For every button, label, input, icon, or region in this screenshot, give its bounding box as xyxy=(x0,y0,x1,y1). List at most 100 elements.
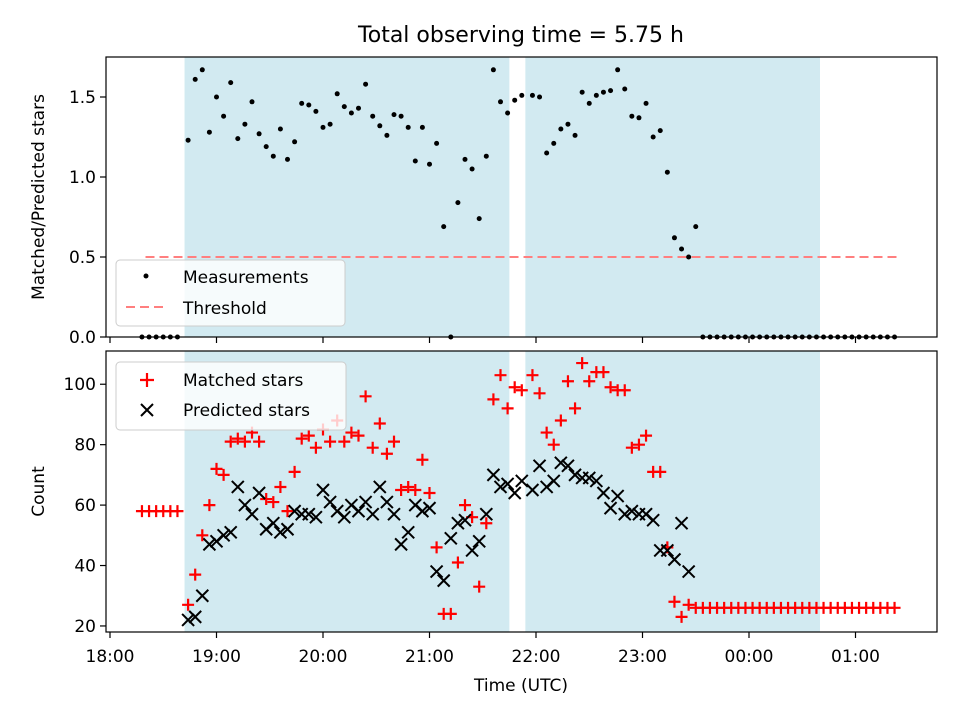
measurement-point xyxy=(249,99,255,105)
measurement-point xyxy=(657,128,663,134)
legend-measurements-marker xyxy=(143,273,149,279)
predicted-star-point xyxy=(547,474,561,488)
predicted-star-point xyxy=(365,507,380,521)
y-tick-label: 60 xyxy=(74,496,96,516)
matched-star-point xyxy=(508,381,521,394)
measurement-point xyxy=(370,113,376,119)
y-tick-label: 100 xyxy=(64,375,96,395)
measurement-point xyxy=(593,92,599,98)
predicted-star-point xyxy=(674,516,689,530)
measurement-point xyxy=(235,136,241,142)
matched-star-point xyxy=(487,393,500,406)
matched-star-point xyxy=(260,493,273,506)
matched-star-point xyxy=(409,483,422,496)
measurement-points xyxy=(139,67,898,340)
matched-star-point xyxy=(430,541,443,554)
y-tick-label: 1.0 xyxy=(69,168,96,188)
predicted-star-point xyxy=(216,528,231,543)
matched-star-point xyxy=(625,441,638,454)
predicted-star-point xyxy=(252,486,266,500)
measurement-point xyxy=(455,200,461,206)
predicted-star-point xyxy=(273,525,288,539)
measurement-point xyxy=(469,166,475,172)
predicted-star-point xyxy=(351,504,366,518)
measurement-point xyxy=(498,99,503,105)
predicted-star-point xyxy=(422,501,437,515)
ratio-x-ticks xyxy=(109,337,857,343)
measurement-point xyxy=(462,156,468,162)
predicted-star-point xyxy=(493,480,508,494)
matched-star-point xyxy=(388,435,400,448)
legend-matched-marker xyxy=(140,373,154,387)
predicted-star-point xyxy=(280,522,295,536)
predicted-star-point xyxy=(181,613,195,627)
matched-star-point xyxy=(547,438,560,451)
matched-star-point xyxy=(583,375,596,388)
predicted-star-point xyxy=(429,564,444,579)
matched-star-point xyxy=(171,505,184,518)
matched-star-point xyxy=(238,435,251,448)
ratio-plot-area xyxy=(105,56,938,338)
predicted-star-point xyxy=(394,537,408,552)
predicted-star-point xyxy=(202,537,217,552)
matched-star-point xyxy=(682,598,695,611)
matched-star-point xyxy=(309,441,322,454)
matched-star-point xyxy=(295,432,308,445)
predicted-star-point xyxy=(465,543,479,558)
measurement-point xyxy=(270,153,276,159)
measurement-point xyxy=(505,110,511,116)
predicted-star-point xyxy=(596,486,611,500)
matched-star-point xyxy=(281,505,294,518)
predicted-star-point xyxy=(618,507,632,521)
ratio-legend: Measurements Threshold xyxy=(115,259,346,327)
matched-star-point xyxy=(359,390,372,403)
y-tick-label: 20 xyxy=(74,617,96,637)
predicted-star-point xyxy=(373,480,387,494)
predicted-star-point xyxy=(486,468,501,482)
measurement-point xyxy=(405,124,411,130)
measurement-point xyxy=(292,139,298,145)
matched-star-point xyxy=(561,375,574,388)
measurement-point xyxy=(643,100,649,106)
matched-star-point xyxy=(203,499,216,512)
predicted-star-point xyxy=(561,459,575,473)
matched-star-point xyxy=(501,402,514,415)
predicted-star-point xyxy=(667,552,682,567)
predicted-star-point xyxy=(323,495,337,509)
measurement-point xyxy=(544,150,550,156)
matched-star-point xyxy=(888,601,901,614)
measurement-point xyxy=(512,97,518,103)
x-tick-label: 21:00 xyxy=(405,647,454,667)
y-tick-label: 0.5 xyxy=(69,248,96,268)
predicted-star-point xyxy=(507,486,522,500)
measurement-point xyxy=(615,67,621,73)
measurement-point xyxy=(242,121,248,127)
matched-star-point xyxy=(576,357,589,370)
matched-star-point xyxy=(533,387,546,400)
measurement-point xyxy=(586,100,592,106)
count-legend-box xyxy=(115,361,347,431)
measurement-point xyxy=(693,224,699,230)
matched-star-point xyxy=(597,366,610,379)
measurement-point xyxy=(363,81,369,87)
matched-star-point xyxy=(569,402,582,415)
predicted-star-point xyxy=(195,589,210,603)
predicted-star-point xyxy=(337,510,352,524)
predicted-star-point xyxy=(401,525,415,539)
ratio-panel: 0.0 0.5 1.0 1.5 Matched/Predicted stars Mea… xyxy=(29,56,938,348)
measurement-point xyxy=(348,110,354,116)
predicted-star-point xyxy=(451,516,465,530)
measurement-point xyxy=(185,137,191,143)
matched-star-point xyxy=(380,447,393,460)
matched-star-point xyxy=(515,384,528,397)
measurement-point xyxy=(427,161,432,167)
measurement-point xyxy=(529,92,535,98)
predicted-star-point xyxy=(515,474,529,488)
measurement-point xyxy=(384,132,390,138)
predicted-star-point xyxy=(287,504,302,518)
matched-star-point xyxy=(480,517,493,530)
y-tick-label: 1.5 xyxy=(69,88,96,108)
matched-star-point xyxy=(473,580,486,593)
predicted-star-point xyxy=(589,474,604,488)
matched-star-point xyxy=(423,487,436,500)
